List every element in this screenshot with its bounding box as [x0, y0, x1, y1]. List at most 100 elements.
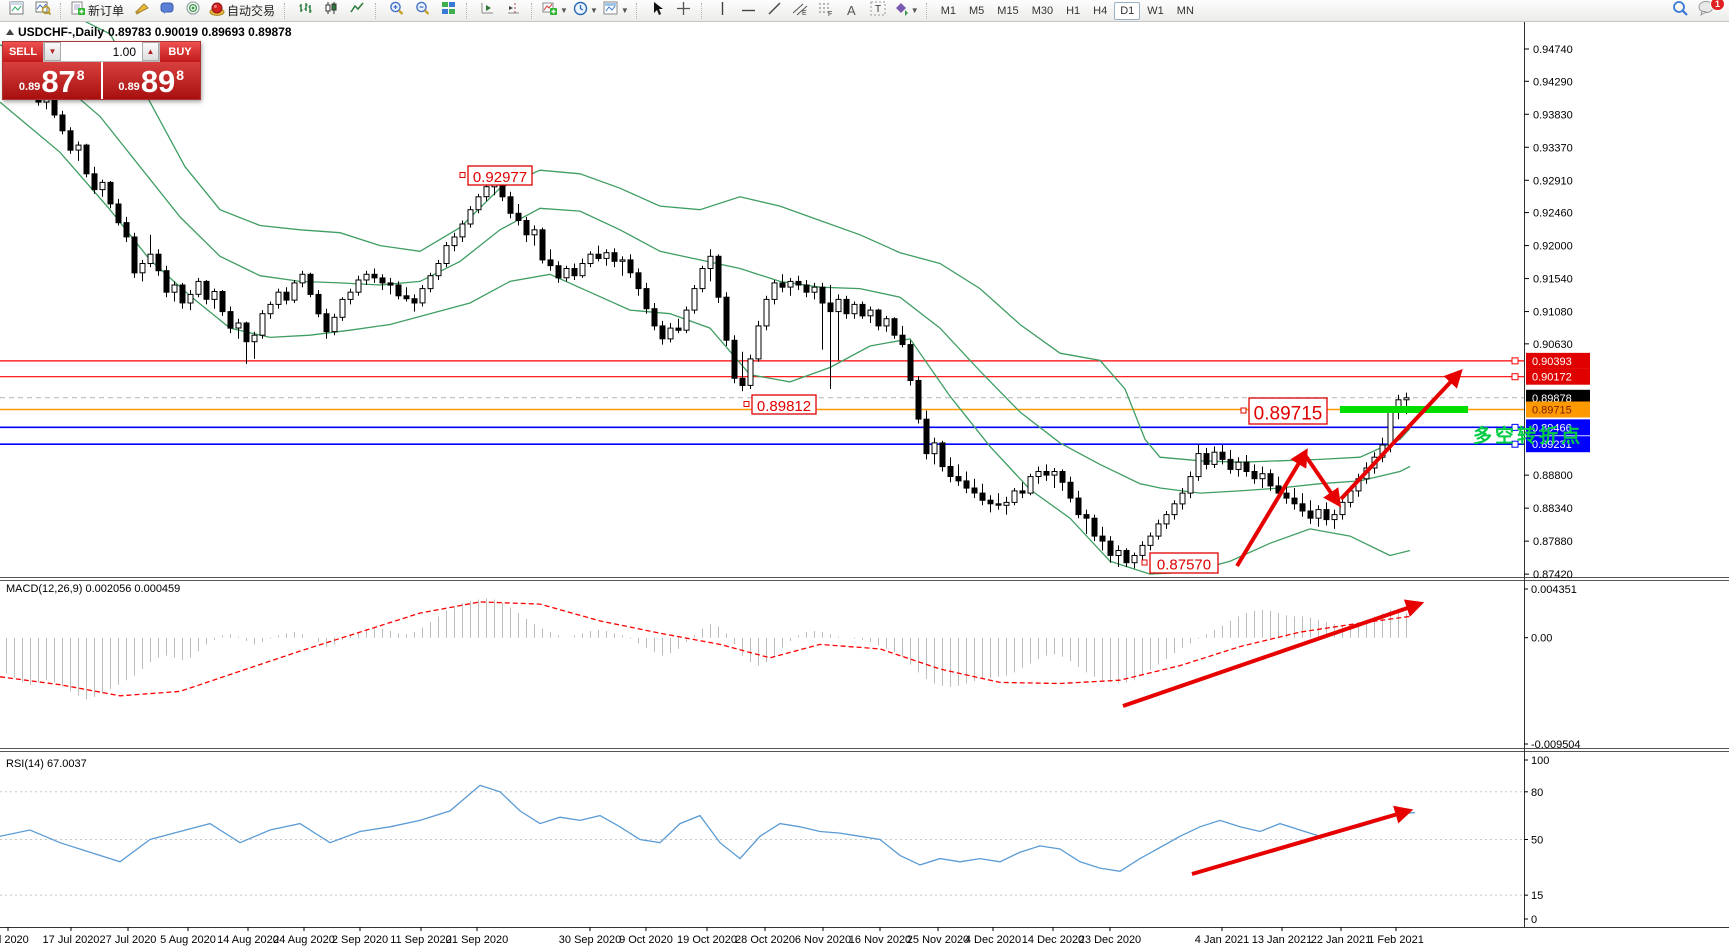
channel-tool-button[interactable]: E [788, 1, 813, 20]
svg-text:0.93830: 0.93830 [1533, 109, 1573, 121]
periods-button[interactable]: ▼ [571, 1, 600, 20]
sell-price-prefix: 0.89 [18, 81, 41, 93]
tf-m1-button[interactable]: M1 [940, 4, 956, 17]
clock-icon [573, 1, 588, 21]
indicators-button[interactable]: ▼ [540, 1, 570, 20]
arrow-down-icon: ▼ [48, 47, 57, 56]
template-icon [603, 1, 619, 20]
autotrade-button[interactable]: 自动交易 [207, 1, 279, 20]
candle-chart-mode-button[interactable] [319, 1, 344, 20]
toolbar-separator [466, 2, 471, 19]
market-watch-button[interactable] [155, 1, 180, 20]
notifications-button[interactable]: 1 [1694, 0, 1725, 20]
zoom-in-icon [389, 1, 404, 21]
buy-price-panel[interactable]: 0.89 89 8 [102, 62, 200, 100]
tf-w1-button[interactable]: W1 [1147, 4, 1164, 17]
text-label-tool-button[interactable]: T [866, 1, 891, 20]
svg-text:100: 100 [1531, 755, 1549, 767]
new-order-button[interactable]: 新订单 [69, 1, 128, 20]
tf-mn-button[interactable]: MN [1176, 4, 1194, 17]
svg-text:4 Dec 2020: 4 Dec 2020 [965, 934, 1021, 946]
fibonacci-icon: F [818, 1, 834, 21]
crayon-icon [134, 1, 150, 20]
bar-chart-mode-button[interactable] [293, 1, 318, 20]
annotations[interactable]: 0.92977 0.89812 0.89715 0.87570 多空转折点 [459, 165, 1583, 876]
auto-scroll-button[interactable] [475, 1, 500, 20]
svg-text:16 Nov 2020: 16 Nov 2020 [849, 934, 911, 946]
vline-tool-button[interactable] [710, 1, 735, 20]
main-toolbar: 新订单 自动交易 ▼ ▼ ▼ E F A T ▼ [0, 0, 1729, 22]
svg-text:5 Aug 2020: 5 Aug 2020 [160, 934, 216, 946]
volume-decrease-button[interactable]: ▼ [44, 42, 61, 61]
macd-label: MACD(12,26,9) 0.002056 0.000459 [6, 583, 181, 595]
horizontal-line-icon [741, 2, 756, 20]
cursor-tool-button[interactable] [645, 1, 670, 20]
toolbar-separator [531, 2, 536, 19]
svg-text:0.87420: 0.87420 [1533, 569, 1573, 581]
tile-windows-button[interactable] [436, 1, 461, 20]
svg-text:50: 50 [1531, 835, 1543, 847]
volume-input[interactable]: 1.00 [112, 44, 136, 59]
fibonacci-tool-button[interactable]: F [814, 1, 839, 20]
search-icon [1672, 0, 1689, 22]
shapes-icon [894, 1, 909, 21]
tf-m30-button[interactable]: M30 [1031, 4, 1054, 17]
shapes-tool-button[interactable]: ▼ [892, 1, 921, 20]
svg-text:27 Jul 2020: 27 Jul 2020 [100, 934, 157, 946]
svg-text:0.89231: 0.89231 [1532, 439, 1572, 451]
trendline-tool-button[interactable] [762, 1, 787, 20]
crosshair-icon [676, 1, 691, 21]
arrow-up-icon: ▲ [146, 47, 155, 56]
line-chart-icon [350, 1, 365, 20]
line-chart-mode-button[interactable] [345, 1, 370, 20]
new-order-label: 新订单 [88, 4, 125, 18]
svg-text:-0.009504: -0.009504 [1531, 739, 1581, 751]
new-order-icon [71, 1, 86, 21]
search-button[interactable] [1668, 0, 1693, 22]
signals-button[interactable] [181, 1, 206, 20]
tf-h4-button[interactable]: H4 [1093, 4, 1108, 17]
templates-button[interactable]: ▼ [601, 1, 631, 20]
volume-stepper: ▼ 1.00 ▲ [43, 42, 160, 62]
chart-shift-button[interactable] [501, 1, 526, 20]
buy-price-big: 89 [140, 64, 176, 100]
tf-m5-button[interactable]: M5 [969, 4, 985, 17]
zoom-out-button[interactable] [410, 1, 435, 20]
hline-tool-button[interactable] [736, 1, 761, 20]
metaeditor-button[interactable] [129, 1, 154, 20]
chevron-down-icon: ▼ [620, 5, 629, 15]
message-icon [160, 1, 175, 20]
svg-text:E: E [802, 10, 807, 16]
text-tool-button[interactable]: A [840, 1, 865, 20]
volume-increase-button[interactable]: ▲ [142, 42, 159, 61]
svg-text:11 Sep 2020: 11 Sep 2020 [390, 934, 452, 946]
buy-button[interactable]: BUY [160, 42, 200, 62]
crosshair-tool-button[interactable] [671, 1, 696, 20]
sell-button[interactable]: SELL [3, 42, 43, 62]
tf-m15-button[interactable]: M15 [997, 4, 1019, 17]
svg-text:22 Jan 2021: 22 Jan 2021 [1311, 934, 1372, 946]
svg-text:14 Dec 2020: 14 Dec 2020 [1022, 934, 1084, 946]
autotrade-icon [209, 1, 225, 21]
new-chart-button[interactable] [4, 1, 29, 20]
zoom-in-button[interactable] [384, 1, 409, 20]
candles-chart-icon [324, 1, 339, 20]
vertical-line-icon [718, 1, 727, 21]
svg-text:0.92460: 0.92460 [1533, 208, 1573, 220]
trendline-icon [767, 1, 782, 21]
svg-text:0.90172: 0.90172 [1532, 372, 1572, 384]
tf-h1-button[interactable]: H1 [1066, 4, 1081, 17]
profiles-button[interactable] [30, 1, 55, 20]
tile-windows-icon [441, 1, 456, 20]
price-axis: 0.94740 0.94290 0.93830 0.93370 0.92910 0.924… [1524, 44, 1581, 926]
sell-price-panel[interactable]: 0.89 87 8 [3, 62, 103, 99]
macd-panel [0, 598, 1411, 700]
svg-text:0.92977: 0.92977 [473, 169, 527, 186]
sell-price-pip: 8 [76, 67, 85, 83]
tf-d1-button[interactable]: D1 [1114, 1, 1141, 20]
rsi-line [0, 784, 1416, 872]
svg-text:0.87570: 0.87570 [1157, 557, 1211, 574]
